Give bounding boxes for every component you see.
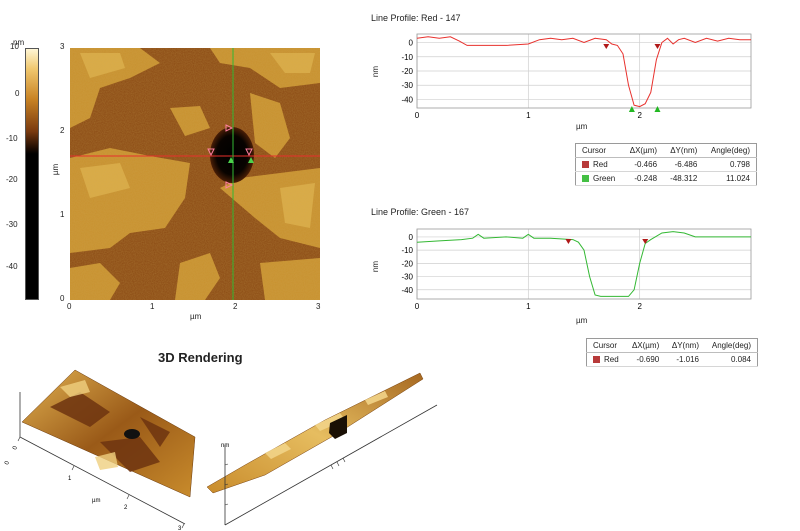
y-tick-label: -30 [401, 81, 413, 90]
cursor-marker[interactable] [603, 44, 610, 49]
rendering-view-right: nm [206, 372, 438, 526]
afm-x-label: µm [190, 312, 202, 321]
y-tick-label: 0 [409, 39, 414, 48]
table-header: ΔX(µm) [622, 143, 664, 158]
profile-series-line [416, 231, 751, 297]
delta-y: -48.312 [663, 171, 704, 186]
cursor-marker[interactable] [654, 106, 661, 112]
angle: 0.798 [703, 157, 757, 172]
x-tick-label: 0 [415, 111, 420, 120]
x-tick-label: 2 [637, 302, 642, 311]
cursor-marker[interactable] [565, 239, 572, 244]
afm-y-tick: 2 [60, 126, 65, 135]
red-profile-chart: 0-10-20-30-400 1 2 [401, 33, 752, 120]
y-tick-label: -30 [401, 273, 413, 282]
delta-x: -0.690 [625, 352, 666, 367]
red-profile-xlabel: µm [576, 122, 588, 131]
angle: 11.024 [703, 171, 757, 186]
afm-y-tick: 0 [60, 294, 65, 303]
red-cursor-table: Cursor ΔX(µm) ΔY(nm) Angle(deg) Red -0.4… [575, 143, 757, 186]
colorbar-tick: -10 [6, 134, 18, 143]
afm-x-tick: 1 [150, 302, 155, 311]
delta-x: -0.248 [622, 171, 664, 186]
red-swatch [593, 356, 600, 364]
table-row: Red -0.690 -1.016 0.084 [586, 352, 758, 367]
red-swatch [582, 161, 589, 169]
y-tick-label: -40 [401, 286, 413, 295]
afm-x-tick: 2 [233, 302, 238, 311]
green-profile-chart: 0-10-20-30-400 1 2 [401, 228, 752, 311]
plot-frame [416, 228, 752, 300]
afm-x-tick: 3 [316, 302, 321, 311]
rendering-title: 3D Rendering [158, 350, 243, 365]
rendering-z-label: nm [221, 443, 229, 449]
rendering-view-left: 0 0 1 2 3 µm [4, 369, 196, 531]
x-tick-label: 1 [526, 111, 531, 120]
colorbar-tick: 0 [15, 89, 20, 98]
angle: 0.084 [705, 352, 758, 367]
table-header: Angle(deg) [703, 143, 757, 158]
cursor-marker[interactable] [628, 106, 635, 112]
rendering-axis-label: µm [92, 498, 100, 504]
rendering-side-label: 0 [12, 445, 19, 451]
delta-x: -0.466 [622, 157, 664, 172]
red-profile-ylabel: nm [371, 65, 381, 78]
y-tick-label: -10 [401, 246, 413, 255]
cursor-name: Red [593, 160, 608, 169]
red-profile-title: Line Profile: Red - 147 [371, 13, 461, 23]
afm-y-tick: 3 [60, 42, 65, 51]
cursor-marker[interactable] [654, 44, 661, 49]
cursor-name: Red [604, 355, 619, 364]
rendering-x-tick: 2 [124, 505, 128, 511]
cursor-name: Green [593, 174, 616, 183]
green-profile-xlabel: µm [576, 316, 588, 325]
table-header: ΔX(µm) [625, 338, 666, 353]
x-tick-label: 2 [637, 111, 642, 120]
afm-topography-image [70, 48, 320, 300]
colorbar-unit: nm [13, 38, 25, 47]
rendering-x-tick: 1 [68, 476, 72, 482]
y-tick-label: -40 [401, 95, 413, 104]
cursor-marker[interactable] [642, 239, 649, 244]
afm-y-label: µm [51, 163, 61, 176]
delta-y: -1.016 [665, 352, 705, 367]
rendering-x-tick: 3 [178, 526, 182, 531]
green-cursor-table: Cursor ΔX(µm) ΔY(nm) Angle(deg) Red -0.6… [586, 338, 758, 367]
y-tick-label: -20 [401, 259, 413, 268]
table-row: Red -0.466 -6.486 0.798 [575, 157, 757, 172]
green-profile-title: Line Profile: Green - 167 [371, 207, 470, 217]
rendering-side-label: 0 [4, 460, 11, 466]
colorbar-tick: 10 [10, 42, 19, 51]
plot-frame [416, 33, 752, 109]
afm-x-tick: 0 [67, 302, 72, 311]
y-tick-label: -10 [401, 53, 413, 62]
profile-series-line [416, 36, 751, 108]
table-header: ΔY(nm) [665, 338, 705, 353]
table-header: Cursor [586, 338, 626, 353]
x-tick-label: 0 [415, 302, 420, 311]
green-profile-ylabel: nm [371, 260, 381, 273]
table-header: ΔY(nm) [663, 143, 704, 158]
colorbar [25, 48, 39, 300]
green-swatch [582, 175, 589, 183]
delta-y: -6.486 [663, 157, 704, 172]
afm-y-tick: 1 [60, 210, 65, 219]
table-header: Cursor [575, 143, 623, 158]
x-tick-label: 1 [526, 302, 531, 311]
y-tick-label: -20 [401, 67, 413, 76]
colorbar-tick: -40 [6, 262, 18, 271]
colorbar-tick: -20 [6, 175, 18, 184]
table-header: Angle(deg) [705, 338, 758, 353]
table-row: Green -0.248 -48.312 11.024 [575, 171, 757, 186]
colorbar-tick: -30 [6, 220, 18, 229]
y-tick-label: 0 [409, 233, 414, 242]
